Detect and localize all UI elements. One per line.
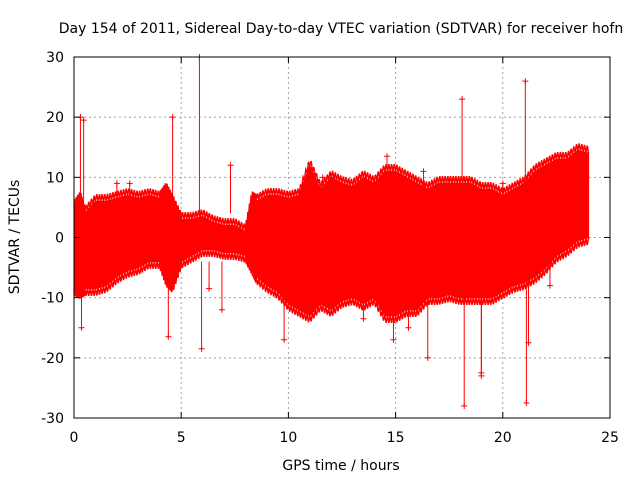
spike-marker <box>198 345 205 352</box>
x-tick-label: 20 <box>494 430 512 446</box>
spike-marker <box>499 180 506 187</box>
spike-marker <box>165 333 172 340</box>
spike-marker <box>126 180 133 187</box>
y-tick-label: -20 <box>41 351 64 367</box>
x-axis-label: GPS time / hours <box>282 458 399 474</box>
spike-marker <box>424 354 431 361</box>
data-plot <box>73 54 590 409</box>
x-tick-label: 0 <box>70 430 79 446</box>
spike-marker <box>384 153 391 160</box>
spike-marker <box>281 336 288 343</box>
spike-marker <box>420 168 427 175</box>
upper-edge <box>73 143 590 232</box>
y-tick-label: -10 <box>41 291 64 307</box>
x-tick-label: 15 <box>387 430 405 446</box>
spike-marker <box>546 282 553 289</box>
spike-marker <box>525 339 532 346</box>
spike-marker <box>113 180 120 187</box>
spike-marker <box>459 96 466 103</box>
y-tick-label: -30 <box>41 411 64 427</box>
x-tick-labels: 0 5 10 15 20 25 <box>70 430 619 446</box>
spike-marker <box>328 174 335 181</box>
y-tick-label: 30 <box>46 50 64 66</box>
spike-marker <box>169 114 176 121</box>
spike-marker <box>461 402 468 409</box>
axis-ticks <box>73 56 611 419</box>
chart-title: Day 154 of 2011, Sidereal Day-to-day VTE… <box>59 21 623 37</box>
spike-marker <box>360 315 367 322</box>
y-tick-label: 20 <box>46 110 64 126</box>
x-tick-label: 25 <box>601 430 619 446</box>
spike-marker <box>206 285 213 292</box>
spike-marker <box>390 336 397 343</box>
x-tick-label: 10 <box>279 430 297 446</box>
y-axis-label: SDTVAR / TECUs <box>7 180 23 295</box>
spike-marker <box>523 399 530 406</box>
spike-marker <box>78 324 85 331</box>
y-tick-labels: -30 -20 -10 0 10 20 30 <box>41 50 64 427</box>
y-tick-label: 0 <box>55 231 64 247</box>
spike-marker <box>218 306 225 313</box>
spike-marker <box>405 324 412 331</box>
spike-marker <box>80 117 87 124</box>
lower-edge <box>73 237 590 324</box>
x-tick-label: 5 <box>177 430 186 446</box>
spike-marker <box>319 174 326 181</box>
spike-marker <box>227 162 234 169</box>
y-tick-label: 10 <box>46 170 64 186</box>
spike-marker <box>478 372 485 379</box>
spike-marker <box>522 78 529 85</box>
